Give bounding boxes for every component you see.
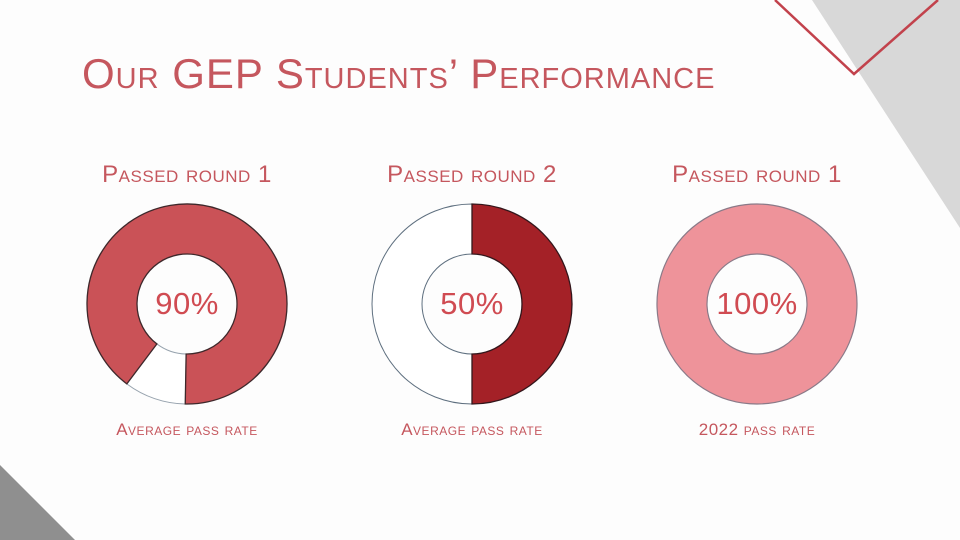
chart-title: Passed round 1 [672, 161, 842, 188]
chart-title: Passed round 1 [102, 161, 272, 188]
donut-center-value: 50% [440, 285, 504, 321]
chart-column-round1-2022: Passed round 1 100% 2022 pass rate [655, 161, 859, 440]
chart-column-round1-average: Passed round 1 90% Average pass rate [85, 161, 289, 440]
donut-center-value: 90% [155, 285, 219, 321]
chart-caption: Average pass rate [116, 419, 258, 439]
chart-column-round2-average: Passed round 2 50% Average pass rate [370, 161, 574, 440]
chart-title: Passed round 2 [387, 161, 557, 188]
donut-chart-round2-average: 50% [370, 202, 574, 406]
donut-center-value: 100% [716, 285, 798, 321]
chart-caption: Average pass rate [401, 419, 543, 439]
page-title: Our GEP Students’ Performance [82, 50, 716, 97]
chart-caption: 2022 pass rate [698, 419, 816, 439]
donut-chart-round1-2022: 100% [655, 202, 859, 406]
chevron-accent-icon [774, 0, 939, 76]
donut-chart-round1-average: 90% [85, 202, 289, 406]
charts-row: Passed round 1 90% Average pass rate Pas… [0, 161, 960, 440]
corner-triangle-bottom-left [0, 465, 75, 540]
